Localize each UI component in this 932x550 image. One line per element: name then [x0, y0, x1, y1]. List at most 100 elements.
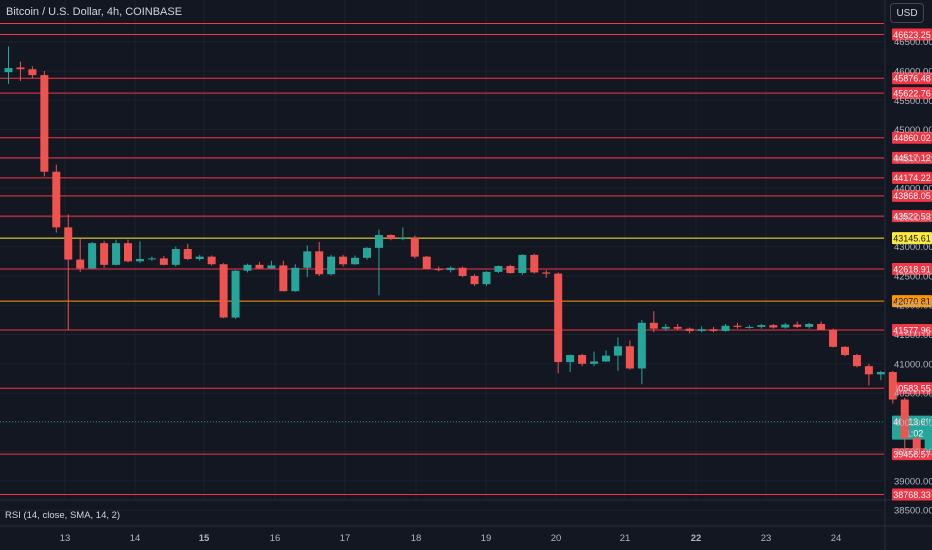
level-price-label: 42618.91 — [893, 264, 931, 274]
candle-body — [900, 399, 909, 439]
candle — [781, 322, 790, 329]
time-label: 14 — [130, 533, 141, 544]
candle-body — [518, 254, 527, 274]
candle-body — [482, 271, 491, 285]
candle-body — [602, 355, 610, 362]
candle — [494, 265, 503, 274]
price-tick-label: 44500.00 — [894, 154, 932, 165]
candle-body — [841, 346, 849, 356]
candle — [482, 271, 491, 286]
candle-body — [64, 227, 73, 260]
candle — [566, 354, 575, 373]
candle-body — [458, 267, 467, 276]
level-price-tag — [892, 28, 932, 41]
candle — [458, 266, 467, 278]
level-price-label: 43145.61 — [893, 233, 931, 243]
level-price-label: 44174.22 — [893, 173, 931, 183]
candle-body — [721, 325, 730, 332]
candle — [852, 353, 861, 368]
candle — [685, 327, 694, 334]
candle — [147, 256, 156, 261]
level-price-label: 44860.02 — [893, 133, 931, 143]
candle — [721, 323, 730, 332]
candle — [386, 234, 395, 241]
time-label: 21 — [620, 533, 631, 544]
candle — [219, 263, 228, 319]
candle — [745, 325, 754, 329]
candle — [76, 239, 85, 272]
candle — [888, 370, 897, 404]
candle — [171, 246, 180, 267]
current-price-label: 40013.69 — [893, 417, 931, 427]
candle-body — [4, 68, 13, 73]
candle-body — [506, 266, 515, 274]
price-tick-label: 46000.00 — [894, 66, 932, 77]
candle — [900, 397, 909, 454]
price-axis[interactable]: 46500.00 46000.00 45500.00 45000.00 44500.00… — [894, 37, 932, 516]
time-label: 17 — [340, 533, 351, 544]
time-label: 13 — [60, 533, 71, 544]
candle-body — [590, 361, 599, 364]
candle-body — [685, 328, 694, 332]
candle — [255, 261, 264, 269]
candle-body — [195, 256, 204, 259]
time-label: 22 — [691, 533, 702, 544]
candle — [649, 311, 658, 333]
time-label: 20 — [551, 533, 562, 544]
candle-body — [637, 322, 646, 369]
price-tick-label: 40500.00 — [894, 389, 932, 400]
candle — [602, 350, 610, 363]
candle — [207, 255, 216, 266]
candle-body — [243, 264, 252, 271]
candle-body — [219, 264, 228, 318]
candle — [363, 247, 371, 260]
candle-body — [542, 272, 551, 274]
candle-body — [100, 243, 109, 265]
candle-body — [733, 325, 742, 327]
price-tick-label: 42500.00 — [894, 271, 932, 282]
time-label: 19 — [481, 533, 492, 544]
candle — [578, 353, 587, 367]
level-price-label: 42070.81 — [893, 296, 931, 306]
time-label: 23 — [761, 533, 772, 544]
time-label: 16 — [270, 533, 281, 544]
candle-body — [16, 67, 25, 70]
level-price-label: 40583.55 — [893, 383, 931, 393]
rsi-indicator-label[interactable]: RSI (14, close, SMA, 14, 2) — [5, 510, 121, 521]
price-tick-label: 43500.00 — [894, 213, 932, 224]
currency-button[interactable]: USD — [890, 3, 924, 23]
price-tick-label: 44000.00 — [894, 184, 932, 195]
candle-body — [817, 323, 826, 330]
level-price-label: 44517.12 — [893, 153, 931, 163]
candle — [315, 241, 324, 276]
candle — [864, 363, 873, 386]
price-tick-label: 39500.00 — [894, 447, 932, 458]
candle — [793, 321, 802, 329]
candle-body — [625, 346, 634, 369]
candle — [231, 270, 240, 319]
level-price-tag — [892, 323, 932, 336]
price-tick-label: 41000.00 — [894, 359, 932, 370]
candle-body — [697, 329, 706, 332]
candles — [4, 46, 932, 454]
symbol-title[interactable]: Bitcoin / U.S. Dollar, 4h, COINBASE — [6, 6, 183, 18]
level-price-tag — [892, 151, 932, 164]
candle — [530, 253, 539, 274]
candle-body — [769, 325, 778, 328]
price-tick-label: 42000.00 — [894, 301, 932, 312]
time-axis[interactable]: 13 14 15 16 17 18 19 20 21 22 23 24 — [60, 533, 842, 544]
candle — [924, 417, 932, 452]
candle — [829, 328, 838, 348]
price-tick-label: 40000.00 — [894, 418, 932, 429]
candle-body — [76, 259, 85, 269]
candle — [470, 274, 479, 286]
horizontal-levels[interactable]: 46623.25 45876.48 45622.76 44860.02 44517.12… — [0, 23, 932, 501]
candle-body — [231, 270, 240, 318]
candle — [422, 256, 431, 270]
level-price-tag — [892, 131, 932, 144]
candle — [28, 66, 37, 79]
candle — [434, 266, 443, 272]
level-price-label: 38768.33 — [893, 490, 931, 500]
